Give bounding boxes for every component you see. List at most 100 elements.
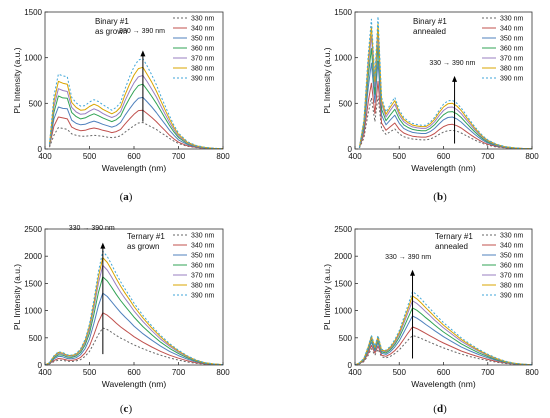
x-tick-label: 400: [348, 368, 362, 377]
excitation-arrow-head: [452, 75, 458, 82]
legend-label-1: 330 nm: [191, 16, 215, 23]
panel-caption-letter: d: [437, 403, 443, 415]
series-line-7: [358, 16, 532, 149]
excitation-range-label: 330 → 390 nm: [385, 254, 431, 261]
x-axis-label: Wavelength (nm): [102, 163, 167, 173]
x-tick-label: 400: [348, 152, 362, 161]
y-tick-label: 0: [348, 361, 353, 370]
sample-annotation-line: as grown: [127, 242, 159, 251]
series-line-7: [45, 250, 223, 365]
y-tick-label: 1000: [334, 54, 352, 63]
sample-annotation-line: Binary #1: [95, 17, 129, 26]
sample-annotation-line: annealed: [435, 242, 468, 251]
legend-label-1: 330 nm: [191, 233, 215, 240]
sample-annotation-line: annealed: [413, 27, 446, 36]
legend-label-4: 360 nm: [500, 46, 524, 53]
legend-label-5: 370 nm: [500, 273, 524, 280]
y-tick-label: 0: [38, 145, 43, 154]
series-line-2: [355, 326, 532, 365]
legend-label-5: 370 nm: [500, 56, 524, 63]
legend-label-7: 390 nm: [191, 293, 215, 300]
sample-annotation-line: Binary #1: [413, 17, 447, 26]
x-tick-label: 600: [127, 368, 141, 377]
series-group: [45, 250, 223, 365]
x-tick-label: 800: [216, 152, 230, 161]
series-line-7: [355, 291, 532, 365]
series-line-4: [49, 83, 223, 149]
x-tick-label: 400: [38, 368, 52, 377]
y-tick-label: 500: [339, 99, 353, 108]
y-tick-label: 500: [339, 334, 353, 343]
legend-label-3: 350 nm: [191, 253, 215, 260]
legend-label-2: 340 nm: [500, 26, 524, 33]
x-tick-label: 700: [172, 368, 186, 377]
legend-label-7: 390 nm: [191, 76, 215, 83]
x-axis-label: Wavelength (nm): [102, 379, 167, 389]
series-line-5: [45, 264, 223, 365]
panel-caption-letter: a: [123, 191, 129, 203]
legend-label-3: 350 nm: [500, 36, 524, 43]
series-line-1: [358, 95, 532, 149]
panel-caption: (b): [433, 191, 447, 203]
y-axis-label: PL Intensity (a.u.): [12, 264, 22, 330]
panel-a: 400 500 600 700 800 0 500 1000 1500 Wavelength (n…: [12, 8, 230, 203]
x-tick-label: 500: [83, 368, 97, 377]
excitation-arrow-head: [410, 269, 416, 276]
legend-label-3: 350 nm: [500, 253, 524, 260]
legend-label-6: 380 nm: [500, 283, 524, 290]
legend-label-4: 360 nm: [191, 263, 215, 270]
y-tick-label: 500: [29, 99, 43, 108]
x-axis-label: Wavelength (nm): [411, 163, 476, 173]
legend-label-7: 390 nm: [500, 293, 524, 300]
legend-label-1: 330 nm: [500, 233, 524, 240]
series-line-3: [45, 292, 223, 365]
y-tick-label: 0: [348, 145, 353, 154]
x-tick-label: 400: [38, 152, 52, 161]
legend-label-7: 390 nm: [500, 76, 524, 83]
panel-caption-letter: c: [124, 403, 129, 415]
y-tick-label: 2500: [334, 225, 352, 234]
sample-annotation-line: as grown: [95, 27, 127, 36]
y-axis-label: PL Intensity (a.u.): [12, 47, 22, 113]
panel-b: 400 500 600 700 800 0 500 1000 1500 Wavelength (n…: [322, 8, 539, 203]
excitation-arrow-head: [100, 242, 106, 249]
legend-label-2: 340 nm: [500, 243, 524, 250]
legend-label-3: 350 nm: [191, 36, 215, 43]
series-group: [355, 291, 532, 365]
series-line-7: [49, 58, 223, 149]
series-line-3: [49, 96, 223, 149]
legend-label-6: 380 nm: [500, 66, 524, 73]
y-tick-label: 500: [29, 334, 43, 343]
legend-label-1: 330 nm: [500, 16, 524, 23]
series-line-1: [45, 327, 223, 365]
y-tick-label: 2000: [334, 252, 352, 261]
x-tick-label: 800: [525, 152, 539, 161]
series-line-3: [355, 315, 532, 365]
y-tick-label: 1500: [334, 279, 352, 288]
panel-caption: (c): [120, 403, 133, 415]
y-axis-label: PL Intensity (a.u.): [322, 264, 332, 330]
legend-label-2: 340 nm: [191, 26, 215, 33]
y-tick-label: 2000: [24, 252, 42, 261]
panel-d: 400 500 600 700 800 0 500 1000 1500 2000 2500 Wavel…: [322, 225, 539, 415]
y-tick-label: 1000: [24, 54, 42, 63]
legend-label-4: 360 nm: [500, 263, 524, 270]
x-tick-label: 700: [481, 368, 495, 377]
series-line-5: [49, 75, 223, 149]
legend-label-6: 380 nm: [191, 283, 215, 290]
panel-caption: (a): [120, 191, 133, 203]
y-tick-label: 1500: [334, 8, 352, 17]
series-group: [358, 16, 532, 149]
x-tick-label: 500: [83, 152, 97, 161]
panel-caption: (d): [433, 403, 447, 415]
excitation-range-label: 330 → 390 nm: [429, 60, 475, 67]
y-tick-label: 1500: [24, 8, 42, 17]
x-tick-label: 600: [437, 368, 451, 377]
x-tick-label: 500: [393, 368, 407, 377]
sample-annotation-line: Ternary #1: [435, 232, 473, 241]
legend-label-6: 380 nm: [191, 66, 215, 73]
series-line-4: [45, 276, 223, 365]
legend-label-4: 360 nm: [191, 46, 215, 53]
y-tick-label: 2500: [24, 225, 42, 234]
